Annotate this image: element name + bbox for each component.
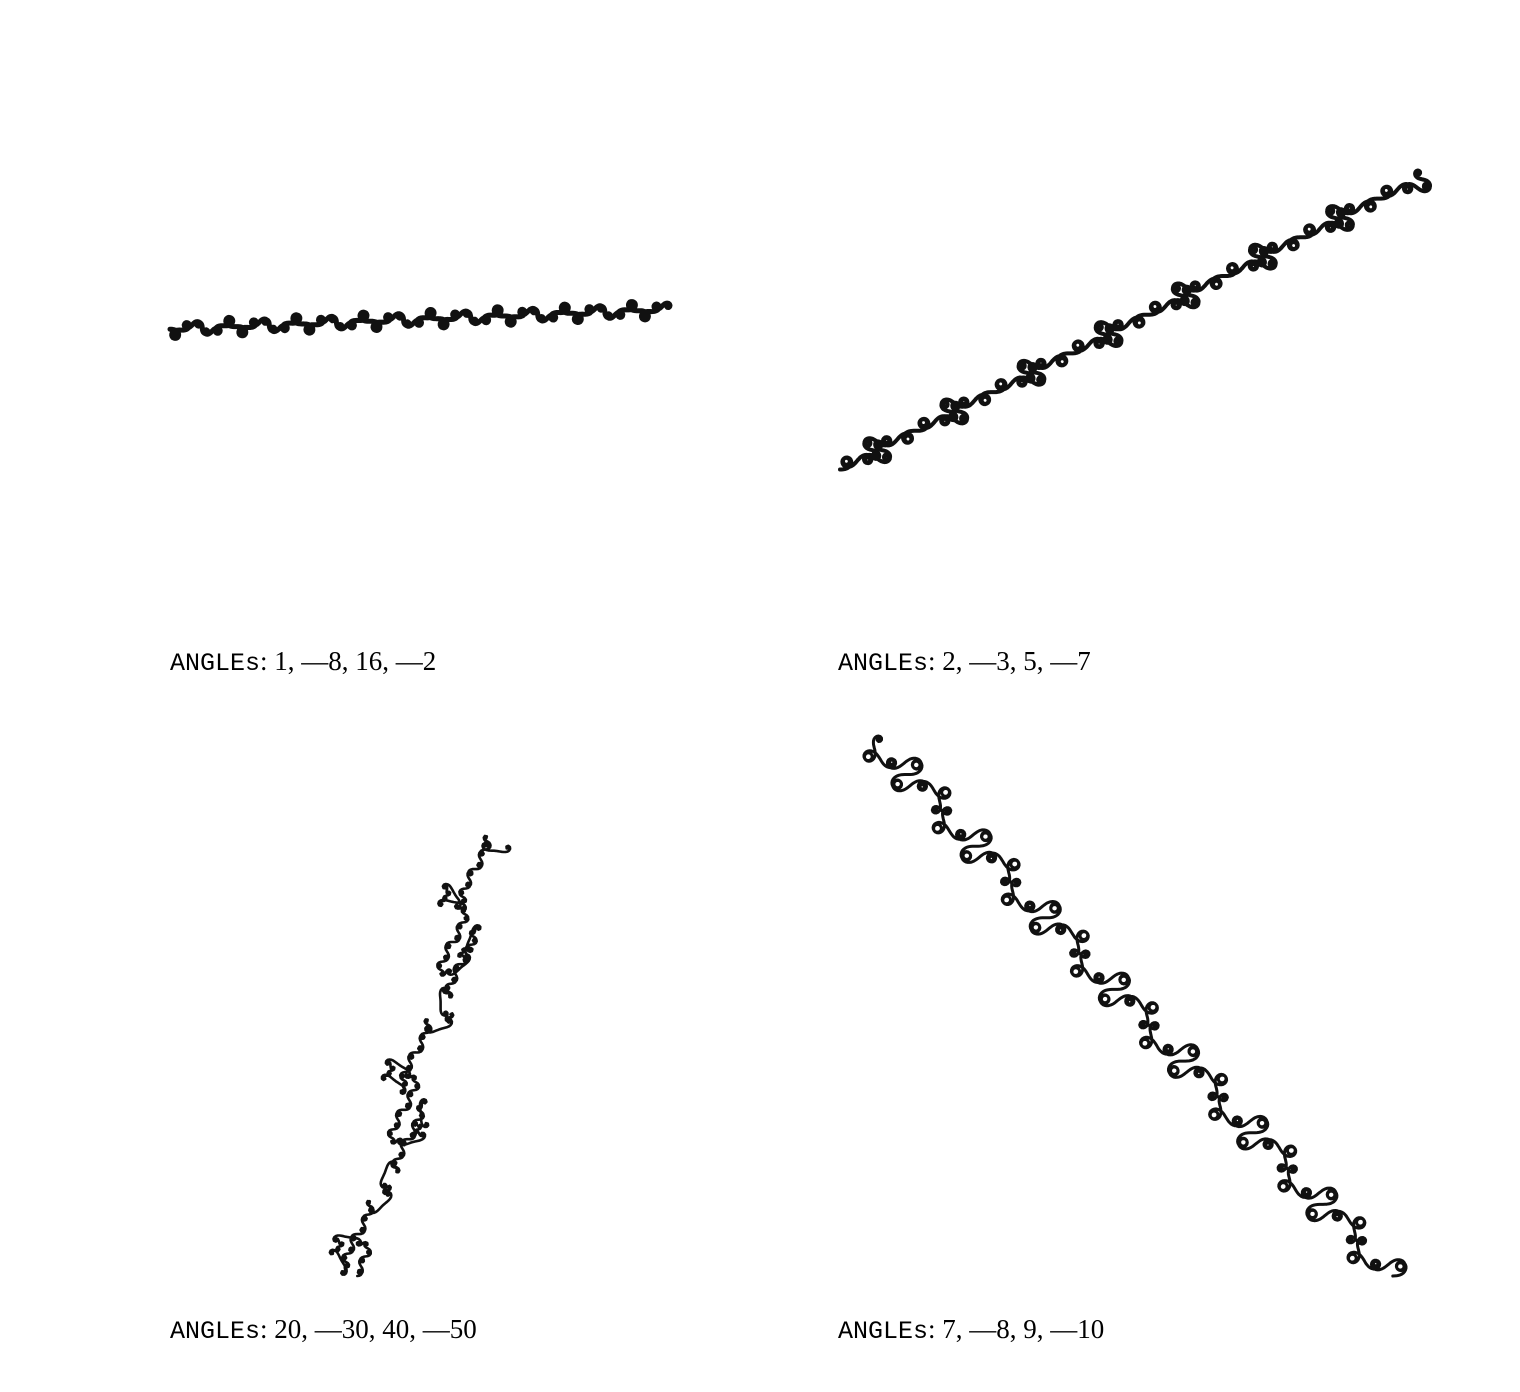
curve-plot-1 (167, 299, 673, 341)
caption-values-2: : 2, —3, 5, —7 (928, 646, 1091, 676)
panel-2: ANGLEs: 2, —3, 5, —7 (760, 0, 1520, 696)
curve-1 (167, 299, 673, 341)
curve-plot-3 (328, 834, 512, 1278)
panel-4: ANGLEs: 7, —8, 9, —10 (760, 696, 1520, 1392)
caption-2: ANGLEs: 2, —3, 5, —7 (838, 646, 1091, 678)
caption-keyword-1: ANGLEs (170, 649, 261, 678)
curve-3 (328, 834, 512, 1278)
caption-4: ANGLEs: 7, —8, 9, —10 (838, 1314, 1104, 1346)
caption-keyword-3: ANGLEs (170, 1317, 261, 1346)
caption-keyword-4: ANGLEs (838, 1317, 929, 1346)
caption-values-1: : 1, —8, 16, —2 (260, 646, 437, 676)
panel-3: ANGLEs: 20, —30, 40, —50 (0, 696, 760, 1392)
caption-keyword-2: ANGLEs (838, 649, 929, 678)
caption-3: ANGLEs: 20, —30, 40, —50 (170, 1314, 477, 1346)
curve-2 (838, 168, 1432, 472)
caption-1: ANGLEs: 1, —8, 16, —2 (170, 646, 436, 678)
caption-values-4: : 7, —8, 9, —10 (928, 1314, 1105, 1344)
curve-plot-2 (838, 168, 1432, 472)
panel-1: ANGLEs: 1, —8, 16, —2 (0, 0, 760, 696)
caption-values-3: : 20, —30, 40, —50 (260, 1314, 477, 1344)
curve-4 (862, 734, 1408, 1278)
curve-plot-4 (862, 734, 1408, 1278)
